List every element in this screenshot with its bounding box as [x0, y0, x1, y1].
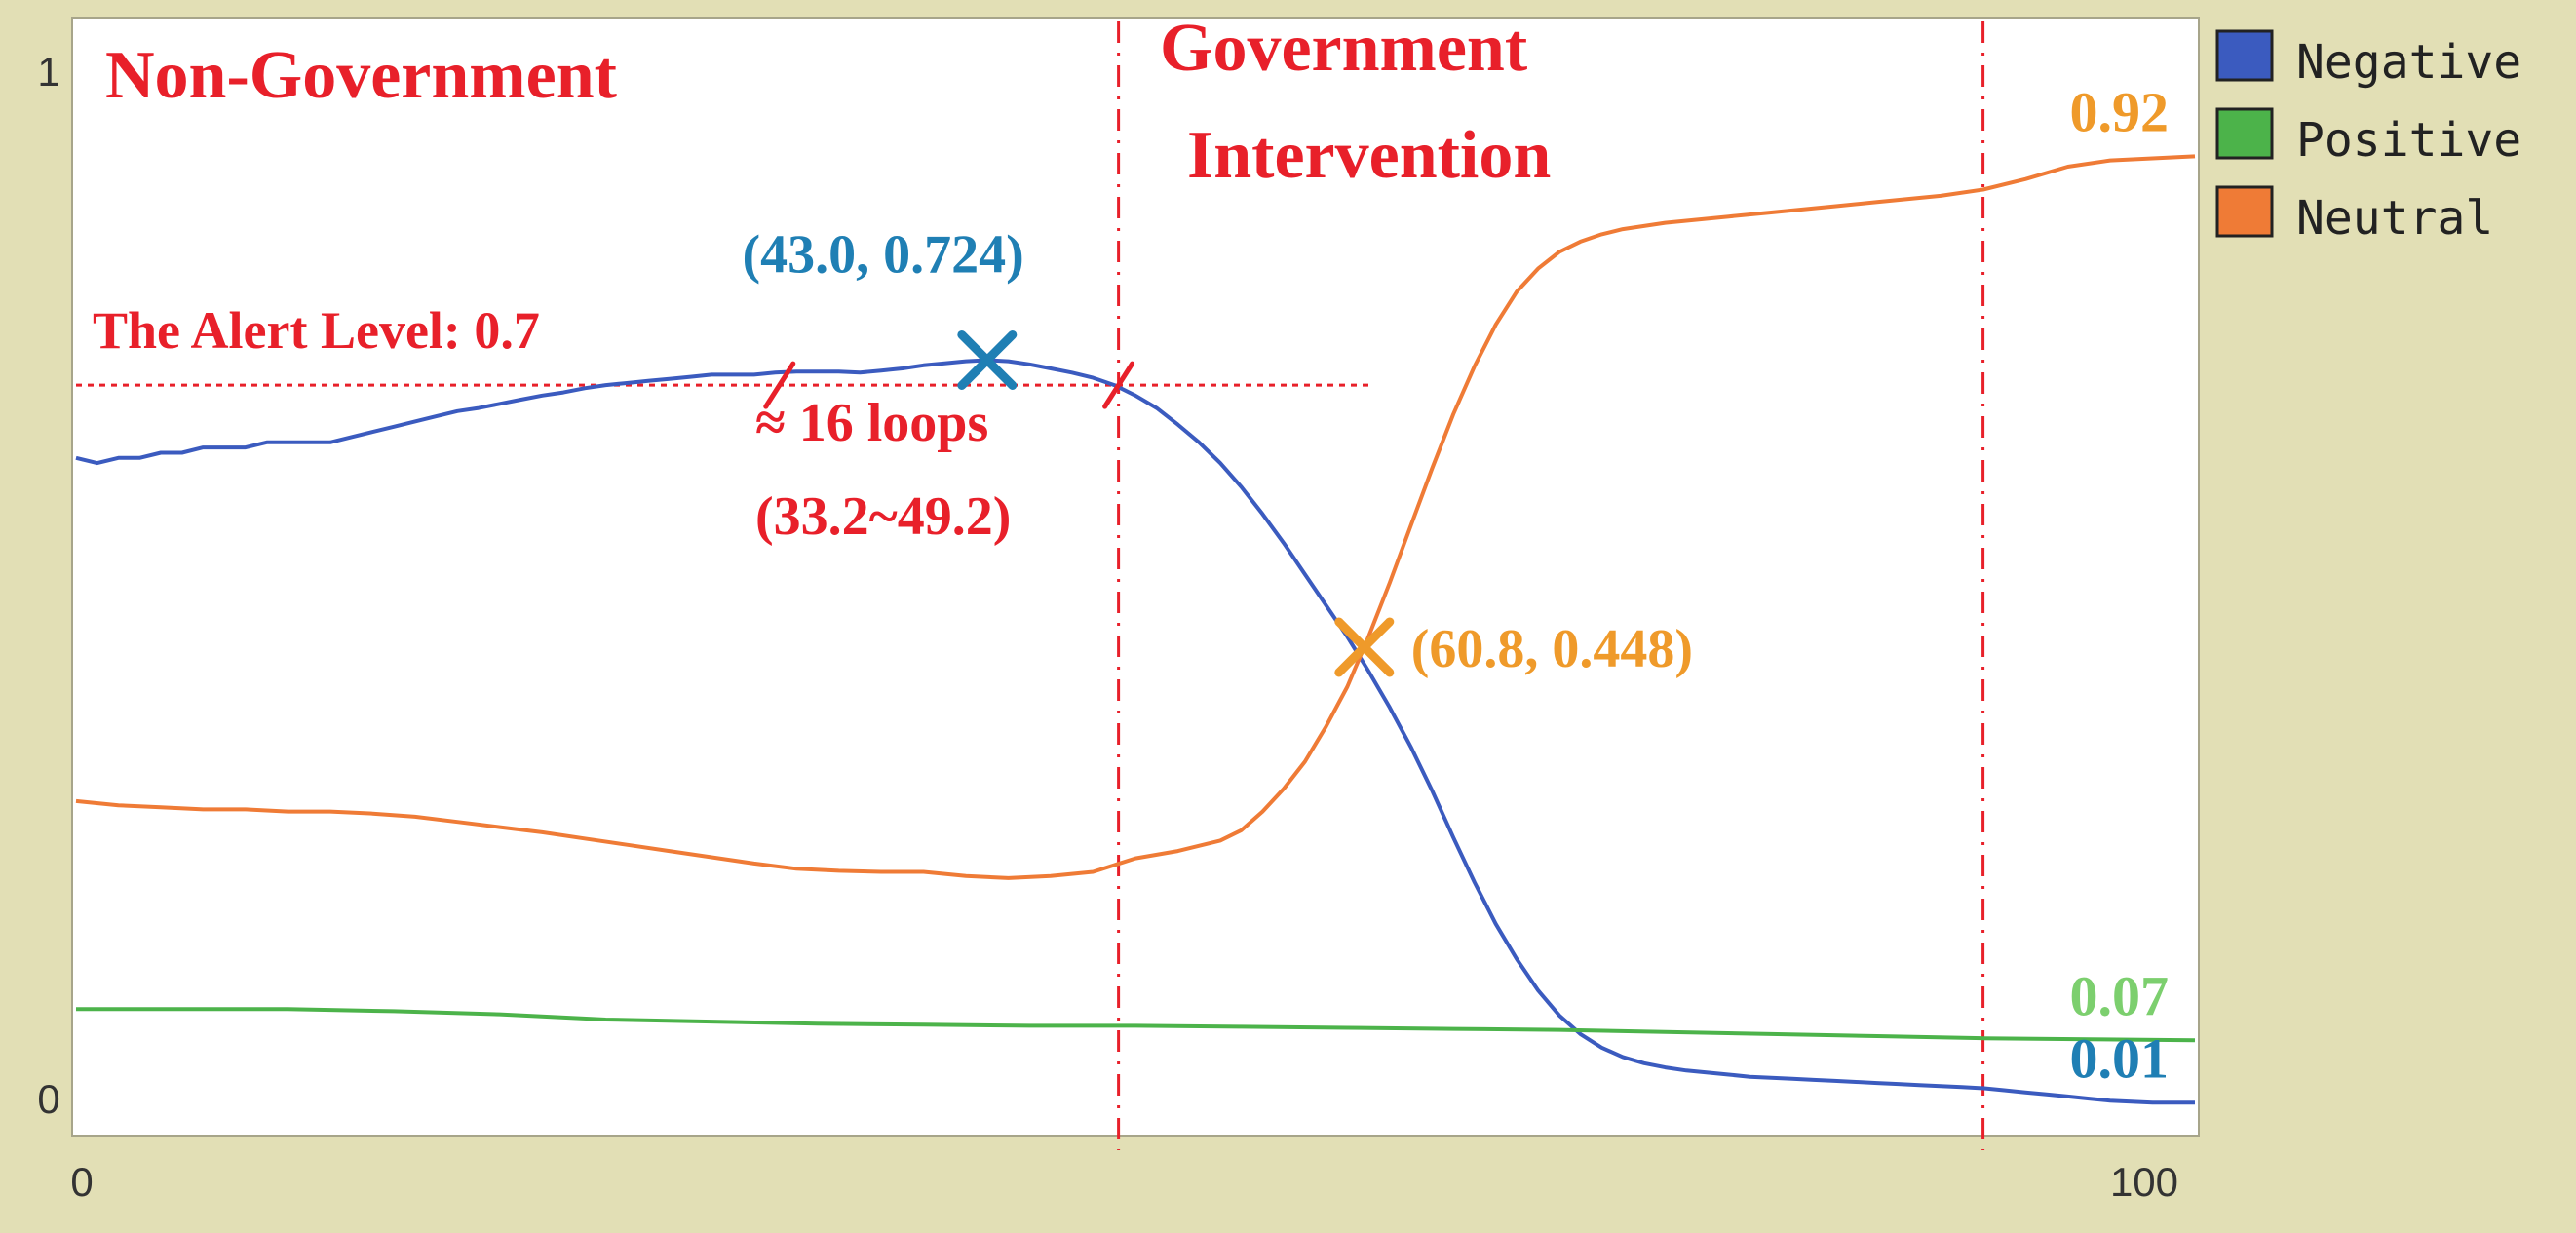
- phase-label-intervention: Intervention: [1187, 118, 1551, 193]
- end-label-neutral: 0.92: [2070, 80, 2170, 143]
- plot-area: [71, 17, 2200, 1137]
- legend-swatch-positive: [2215, 107, 2274, 160]
- end-label-positive: 0.07: [2070, 964, 2170, 1027]
- marker-cross-b: [1334, 617, 1395, 677]
- legend-swatch-neutral: [2215, 185, 2274, 238]
- end-value-labels: 0.92 0.070.01: [2070, 80, 2170, 1090]
- series-line-negative: [75, 358, 2195, 1105]
- alert-crossing-ticks: [763, 361, 1135, 409]
- x-tick-0: 0: [70, 1159, 93, 1205]
- legend: Negative Positive Neutral: [2215, 29, 2521, 246]
- alert-level-label: The Alert Level: 0.7: [93, 301, 540, 360]
- phase-divider-lines: [1117, 21, 1985, 1150]
- alert-level-group: The Alert Level: 0.7: [76, 301, 1369, 387]
- phase-label-government: Government: [1160, 11, 1527, 86]
- series-lines: [75, 154, 2196, 1105]
- loops-range-annotation: (33.2~49.2): [755, 486, 1011, 547]
- y-tick-1: 1: [37, 49, 59, 95]
- crossing-tick-0: [763, 361, 796, 409]
- loops-annotation: ≈ 16 loops: [755, 393, 988, 453]
- marker-1: (60.8, 0.448): [1334, 617, 1693, 679]
- marker-cross-b: [957, 329, 1018, 390]
- series-line-neutral: [75, 154, 2196, 880]
- end-label-negative: 0.01: [2070, 1026, 2170, 1090]
- legend-label-neutral: Neutral: [2296, 191, 2493, 246]
- legend-label-positive: Positive: [2296, 113, 2521, 168]
- x-tick-100: 100: [2110, 1159, 2178, 1205]
- legend-swatch-negative: [2215, 29, 2274, 82]
- series-line-positive: [76, 1007, 2196, 1043]
- phase-label-non-government: Non-Government: [105, 38, 617, 113]
- crossing-tick-1: [1102, 361, 1135, 409]
- marker-label-1: (60.8, 0.448): [1411, 619, 1693, 679]
- legend-label-negative: Negative: [2296, 35, 2521, 90]
- marker-0: (43.0, 0.724): [743, 224, 1024, 390]
- marker-label-0: (43.0, 0.724): [743, 224, 1024, 285]
- point-markers: (43.0, 0.724) (60.8, 0.448): [743, 224, 1694, 678]
- y-tick-0: 0: [37, 1076, 59, 1122]
